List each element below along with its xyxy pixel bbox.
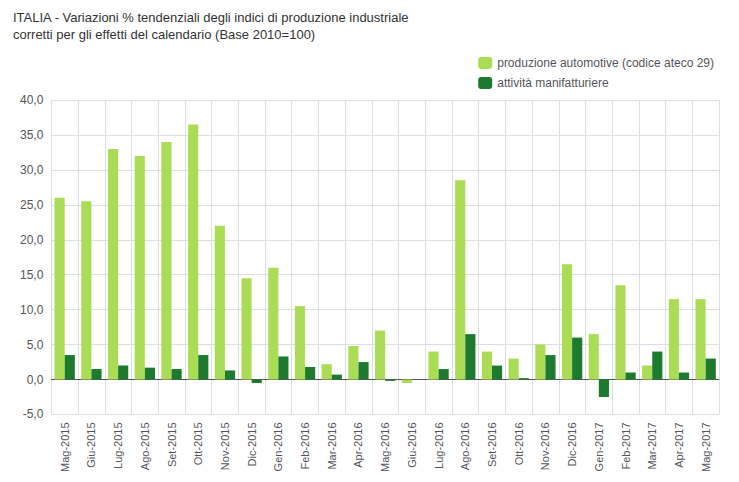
svg-text:Gen-2016: Gen-2016 — [272, 422, 284, 471]
svg-text:Set-2016: Set-2016 — [486, 422, 498, 467]
svg-text:Ott-2016: Ott-2016 — [513, 422, 525, 465]
svg-text:Mag-2015: Mag-2015 — [59, 422, 71, 472]
svg-text:Lug-2016: Lug-2016 — [433, 422, 445, 469]
svg-text:Set-2015: Set-2015 — [166, 422, 178, 467]
svg-text:Gen-2017: Gen-2017 — [593, 422, 605, 471]
svg-text:Dic-2016: Dic-2016 — [566, 422, 578, 466]
svg-text:10,0: 10,0 — [20, 303, 44, 317]
svg-text:Giu-2016: Giu-2016 — [406, 422, 418, 467]
svg-text:Feb-2017: Feb-2017 — [620, 422, 632, 469]
svg-text:attività manifatturiere: attività manifatturiere — [497, 76, 609, 90]
svg-text:25,0: 25,0 — [20, 198, 44, 212]
svg-text:ITALIA - Variazioni % tendenzi: ITALIA - Variazioni % tendenziali degli … — [13, 10, 409, 25]
svg-text:corretti per gli effetti del c: corretti per gli effetti del calendario … — [13, 27, 315, 42]
svg-text:Nov-2015: Nov-2015 — [219, 422, 231, 470]
svg-text:Lug-2015: Lug-2015 — [112, 422, 124, 469]
svg-text:15,0: 15,0 — [20, 268, 44, 282]
svg-text:30,0: 30,0 — [20, 163, 44, 177]
svg-text:Mar-2016: Mar-2016 — [326, 422, 338, 469]
svg-text:produzione automotive (codice: produzione automotive (codice ateco 29) — [497, 56, 714, 70]
svg-text:-5,0: -5,0 — [23, 407, 44, 421]
svg-text:Mag-2016: Mag-2016 — [379, 422, 391, 472]
svg-text:0,0: 0,0 — [27, 373, 44, 387]
svg-text:Giu-2015: Giu-2015 — [85, 422, 97, 467]
svg-text:Mag-2017: Mag-2017 — [700, 422, 712, 472]
svg-text:Nov-2016: Nov-2016 — [539, 422, 551, 470]
svg-text:Ago-2015: Ago-2015 — [139, 422, 151, 470]
svg-text:5,0: 5,0 — [27, 338, 44, 352]
svg-text:Apr-2016: Apr-2016 — [352, 422, 364, 467]
svg-text:20,0: 20,0 — [20, 233, 44, 247]
svg-text:Ago-2016: Ago-2016 — [459, 422, 471, 470]
svg-text:Dic-2015: Dic-2015 — [246, 422, 258, 466]
svg-text:40,0: 40,0 — [20, 93, 44, 107]
svg-text:Ott-2015: Ott-2015 — [192, 422, 204, 465]
svg-text:Mar-2017: Mar-2017 — [646, 422, 658, 469]
svg-text:Apr-2017: Apr-2017 — [673, 422, 685, 467]
svg-text:35,0: 35,0 — [20, 128, 44, 142]
svg-text:Feb-2016: Feb-2016 — [299, 422, 311, 469]
